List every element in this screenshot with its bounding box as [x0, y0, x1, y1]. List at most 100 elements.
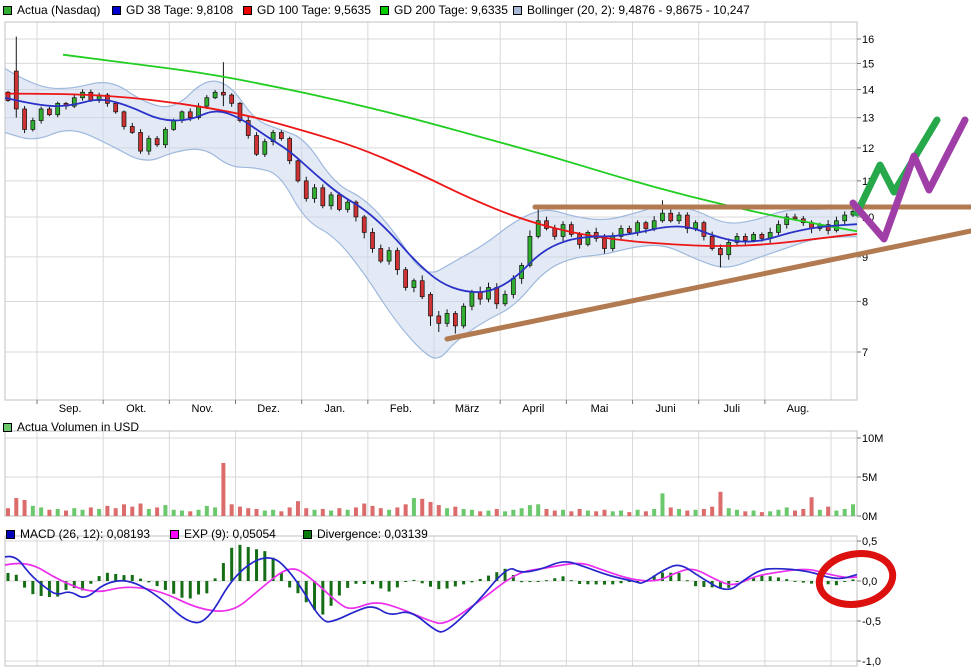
volume-bar [204, 505, 209, 516]
candle-down [303, 180, 309, 199]
volume-bar [834, 510, 839, 516]
candle-down [105, 94, 110, 104]
divergence-bar [569, 580, 573, 582]
candle-up [693, 222, 698, 229]
candle-down [337, 194, 342, 210]
price-axis-tick: 7 [862, 347, 868, 359]
candle-down [353, 201, 359, 218]
divergence-bar [205, 581, 209, 594]
candle-down [453, 313, 458, 327]
volume-bar [55, 508, 60, 516]
volume-bar [668, 507, 673, 516]
candle-up [30, 120, 36, 130]
candlestick-layer [5, 36, 856, 334]
volume-bar [279, 511, 284, 516]
month-axis-label: Feb. [390, 403, 412, 415]
divergence-bar [263, 551, 267, 581]
divergence-bar [470, 581, 474, 583]
divergence-bar [130, 574, 134, 581]
divergence-bar [652, 575, 656, 581]
volume-bar [30, 505, 35, 516]
volume-bar [677, 508, 682, 516]
volume-bar [370, 505, 375, 516]
divergence-bar [371, 581, 375, 585]
month-axis-label: Juli [724, 403, 741, 415]
divergence-bar [843, 581, 847, 582]
divergence-bar [851, 579, 855, 581]
volume-bar [138, 503, 143, 516]
volume-bar [14, 498, 19, 516]
divergence-bar [776, 577, 780, 581]
volume-bar [577, 508, 582, 516]
macd-histogram-layer [6, 544, 855, 615]
volume-bar [536, 504, 541, 516]
volume-bar [229, 504, 234, 516]
macd-axis-tick: -0,5 [862, 616, 881, 628]
volume-bar [345, 509, 350, 516]
divergence-bar [586, 581, 590, 585]
volume-bar [72, 508, 77, 516]
volume-bar [22, 500, 27, 516]
divergence-bar [97, 576, 101, 581]
trend-line-annotation [444, 228, 971, 342]
volume-bar [411, 498, 416, 516]
volume-bar [453, 506, 458, 516]
volume-bar [378, 508, 383, 516]
volume-bar [768, 511, 773, 516]
volume-bar [196, 509, 201, 516]
candle-down [718, 248, 723, 256]
volume-bar [304, 508, 309, 516]
divergence-bar [536, 581, 540, 582]
divergence-bar [279, 572, 283, 581]
volume-bar [469, 509, 474, 516]
volume-bar [809, 497, 814, 516]
candle-up [535, 220, 541, 237]
volume-bar [503, 511, 508, 516]
divergence-bar [39, 581, 43, 596]
divergence-bar [503, 568, 507, 581]
candle-down [370, 232, 375, 249]
divergence-bar [56, 581, 60, 597]
divergence-bar [752, 578, 756, 581]
volume-bar [751, 510, 756, 516]
candle-down [825, 224, 831, 231]
divergence-bar [337, 581, 341, 596]
candle-up [776, 224, 781, 233]
candle-down [361, 216, 367, 233]
volume-bar [652, 508, 657, 516]
divergence-bar [238, 544, 242, 581]
volume-bar [163, 505, 168, 516]
candle-down [668, 212, 674, 222]
divergence-bar [420, 581, 424, 584]
volume-bar [519, 508, 524, 516]
volume-axis-tick: 0M [862, 511, 877, 523]
volume-bar [97, 508, 102, 516]
exp-signal-line [4, 562, 858, 625]
price-axis-tick: 8 [862, 296, 868, 308]
volume-bar [826, 506, 831, 516]
candle-up [312, 187, 317, 199]
candle-down [477, 291, 483, 300]
candle-up [784, 216, 790, 225]
candle-up [676, 214, 682, 222]
divergence-bar [14, 574, 18, 581]
divergence-bar [544, 580, 548, 582]
annotations-layer [444, 116, 971, 608]
divergence-bar [553, 578, 557, 581]
candle-down [279, 132, 284, 139]
divergence-bar [180, 581, 184, 598]
volume-bar [619, 510, 624, 516]
candle-down [22, 108, 27, 130]
macd-axis-tick: 0,5 [862, 536, 877, 548]
divergence-bar [627, 581, 631, 583]
divergence-bar [685, 580, 689, 582]
volume-bar [113, 508, 118, 516]
divergence-bar [395, 581, 399, 588]
volume-bar [701, 508, 706, 516]
candle-down [494, 287, 500, 305]
volume-bar [544, 508, 549, 516]
candle-up [204, 97, 210, 107]
candle-up [270, 132, 276, 143]
candle-down [577, 234, 582, 245]
volume-bar [627, 512, 632, 516]
